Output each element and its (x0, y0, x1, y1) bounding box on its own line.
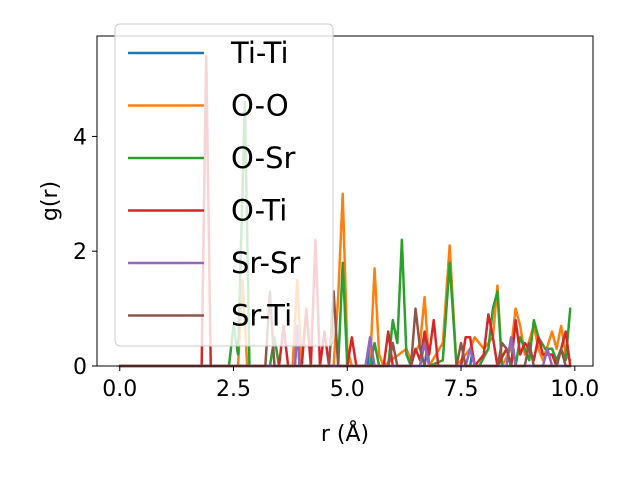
legend-label-sr-sr: Sr-Sr (231, 246, 300, 280)
x-axis-label: r (Å) (321, 420, 369, 447)
legend-label-o-o: O-O (231, 89, 289, 123)
legend-label-ti-ti: Ti-Ti (230, 36, 289, 70)
x-tick-label: 2.5 (216, 377, 251, 402)
x-tick-label: 10.0 (550, 377, 599, 402)
x-axis: 0.0 2.5 5.0 7.5 10.0 (102, 366, 599, 402)
y-axis-label: g(r) (38, 181, 63, 221)
y-tick-label: 4 (73, 125, 87, 150)
x-tick-label: 7.5 (444, 377, 479, 402)
y-tick-label: 2 (73, 240, 87, 265)
legend-label-o-ti: O-Ti (231, 194, 287, 228)
legend-label-o-sr: O-Sr (231, 141, 296, 175)
y-tick-label: 0 (73, 355, 87, 380)
legend: Ti-Ti O-O O-Sr O-Ti Sr-Sr Sr-Ti (114, 23, 334, 347)
legend-label-sr-ti: Sr-Ti (231, 299, 292, 333)
x-tick-label: 0.0 (102, 377, 137, 402)
plot-frame (96, 35, 594, 367)
legend-box (114, 23, 334, 347)
x-tick-label: 5.0 (330, 377, 365, 402)
y-axis: 0 2 4 (73, 125, 97, 380)
